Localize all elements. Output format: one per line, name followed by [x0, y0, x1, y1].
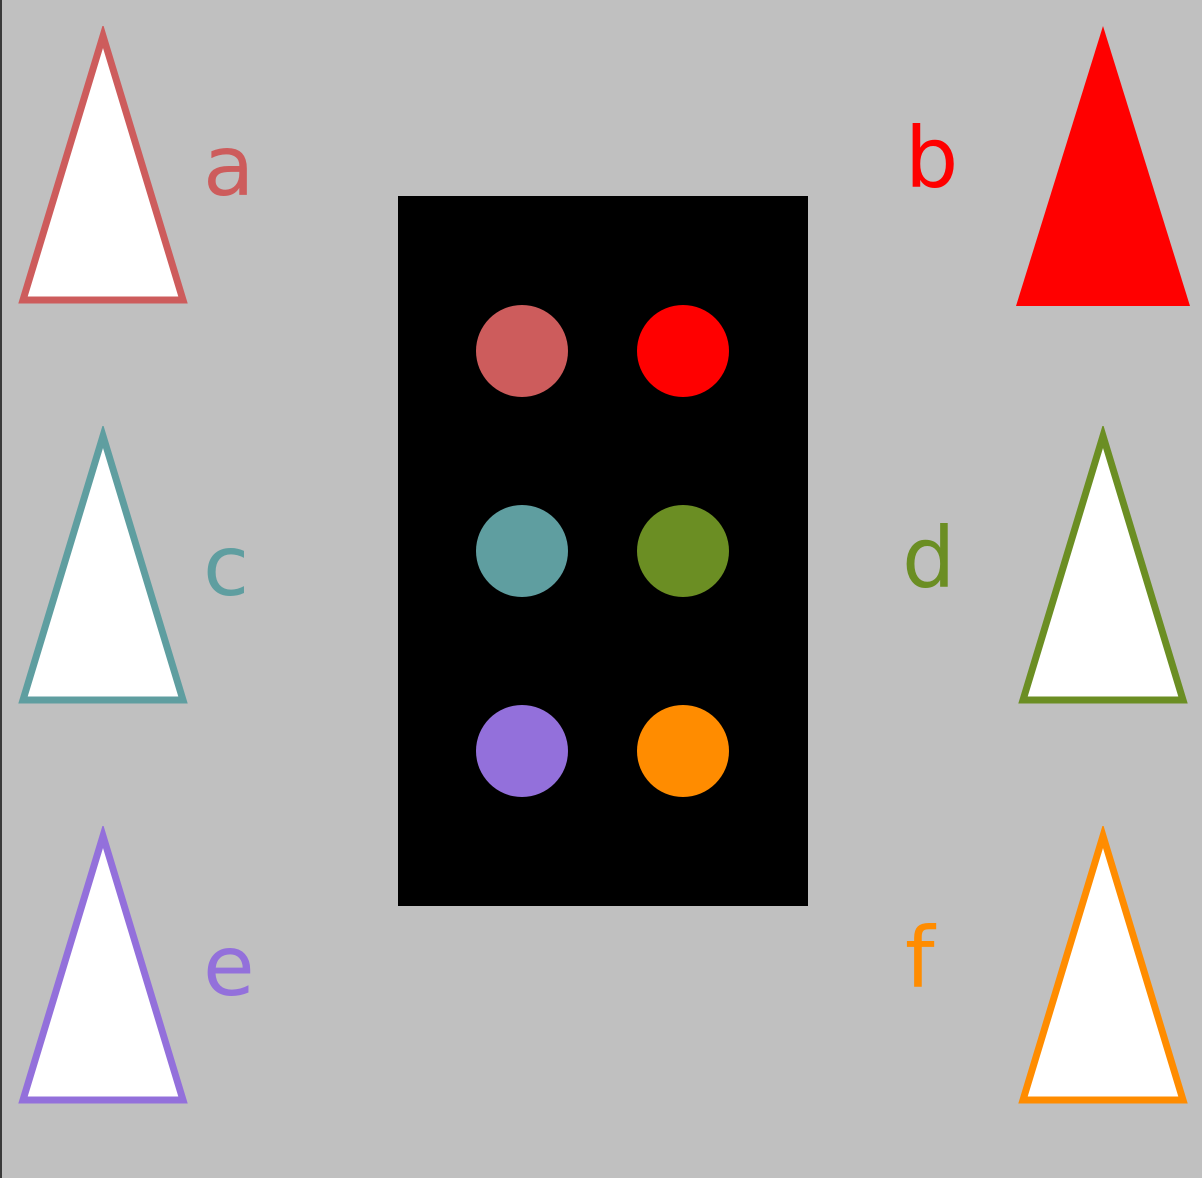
panel-dot-darkorange — [637, 705, 729, 797]
option-label-c: c — [203, 517, 250, 615]
triangle-option-e[interactable] — [16, 826, 190, 1108]
option-label-e: e — [203, 917, 255, 1015]
triangle-option-b[interactable] — [1016, 26, 1190, 308]
triangle-option-d[interactable] — [1016, 426, 1190, 708]
center-panel — [398, 196, 808, 906]
option-label-f: f — [905, 909, 935, 1007]
panel-dot-indianred — [476, 305, 568, 397]
panel-dot-mediumpurple — [476, 705, 568, 797]
panel-dot-cadetblue — [476, 505, 568, 597]
left-edge-border — [0, 0, 2, 1178]
triangle-option-c[interactable] — [16, 426, 190, 708]
option-label-b: b — [905, 109, 959, 207]
panel-dot-red — [637, 305, 729, 397]
panel-dot-olivedrab — [637, 505, 729, 597]
option-label-d: d — [902, 509, 956, 607]
triangle-option-f[interactable] — [1016, 826, 1190, 1108]
option-label-a: a — [203, 117, 255, 215]
triangle-option-a[interactable] — [16, 26, 190, 308]
